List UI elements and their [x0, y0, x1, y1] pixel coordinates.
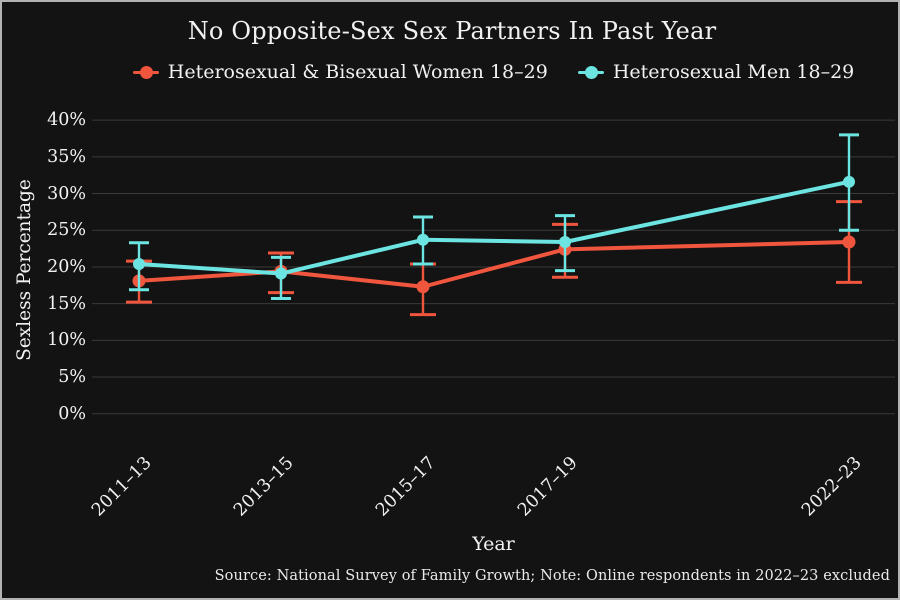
y-tick-label: 0%: [58, 403, 86, 424]
source-note: Source: National Survey of Family Growth…: [214, 568, 890, 584]
y-axis-label: Sexless Percentage: [14, 179, 35, 361]
chart-title: No Opposite-Sex Sex Partners In Past Yea…: [187, 17, 717, 45]
y-tick-label: 35%: [47, 146, 86, 167]
women-series-marker-icon: [132, 65, 159, 79]
data-point: [416, 280, 430, 294]
legend-label-women: Heterosexual & Bisexual Women 18–29: [167, 61, 548, 83]
y-tick-label: 30%: [47, 183, 86, 204]
legend: Heterosexual & Bisexual Women 18–29 Hete…: [92, 61, 895, 83]
legend-item-men: Heterosexual Men 18–29: [577, 61, 855, 83]
data-point: [559, 235, 571, 248]
men-marker-dot: [584, 65, 598, 79]
legend-item-women: Heterosexual & Bisexual Women 18–29: [132, 61, 548, 83]
data-point: [417, 233, 429, 246]
gridlines: [92, 119, 895, 415]
legend-label-men: Heterosexual Men 18–29: [612, 61, 855, 83]
data-point: [842, 235, 856, 249]
series-men: [129, 133, 859, 300]
y-tick-label: 40%: [47, 110, 86, 131]
data-point: [133, 258, 145, 271]
y-tick-label: 15%: [47, 293, 86, 314]
women-marker-dot: [139, 65, 153, 79]
series-women: [126, 200, 862, 317]
data-point: [843, 175, 855, 188]
men-series-marker-icon: [577, 65, 604, 79]
y-tick-label: 10%: [47, 330, 86, 351]
data-point: [275, 267, 287, 280]
y-tick-label: 20%: [47, 256, 86, 277]
y-tick-label: 5%: [58, 367, 86, 387]
y-tick-label: 25%: [47, 220, 86, 241]
x-axis-label: Year: [472, 533, 515, 555]
